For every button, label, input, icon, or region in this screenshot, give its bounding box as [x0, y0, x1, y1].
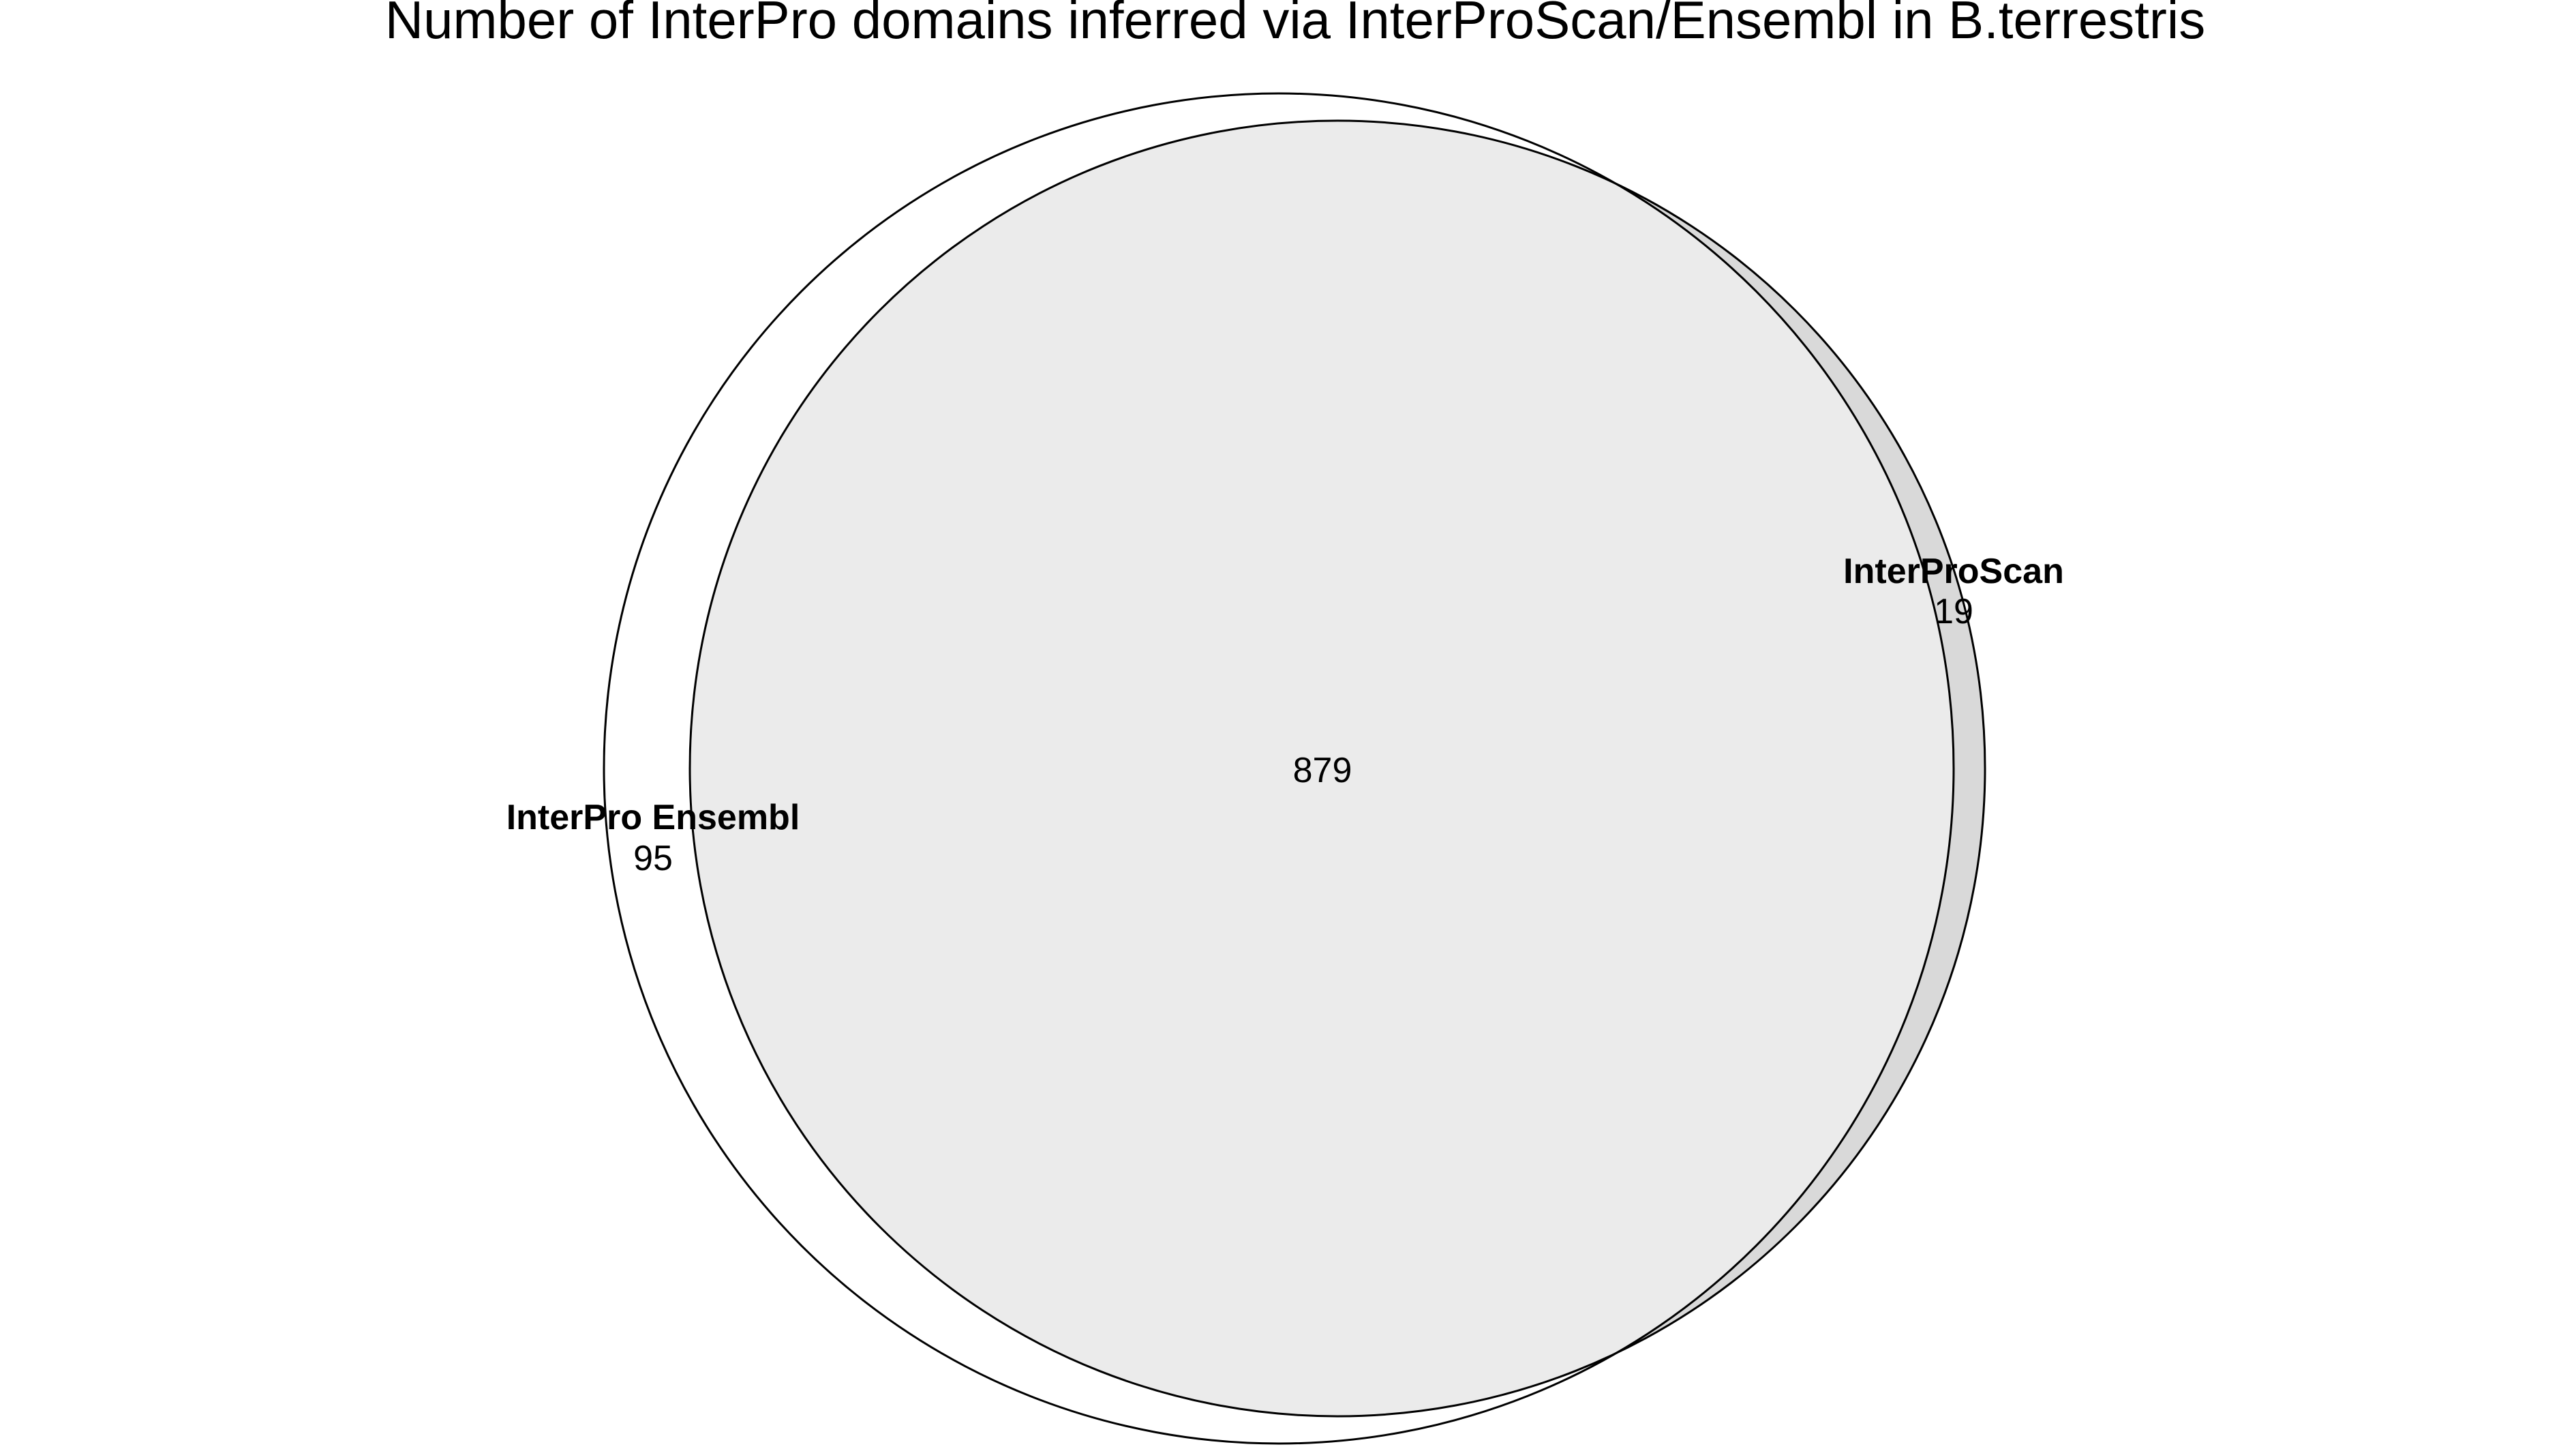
interpro-ensembl-outline: [603, 92, 1955, 1445]
count-interpro-ensembl-only: 95: [633, 839, 673, 878]
interproscan-outline: [688, 119, 1986, 1418]
count-interproscan-only: 19: [1934, 592, 1973, 631]
intersection-region: [690, 121, 1954, 1416]
set-label-interproscan: InterProScan: [1843, 552, 2064, 591]
count-intersection: 879: [1293, 751, 1352, 790]
set-label-interpro-ensembl: InterPro Ensembl: [506, 798, 800, 837]
chart-title: Number of InterPro domains inferred via …: [385, 0, 2205, 50]
